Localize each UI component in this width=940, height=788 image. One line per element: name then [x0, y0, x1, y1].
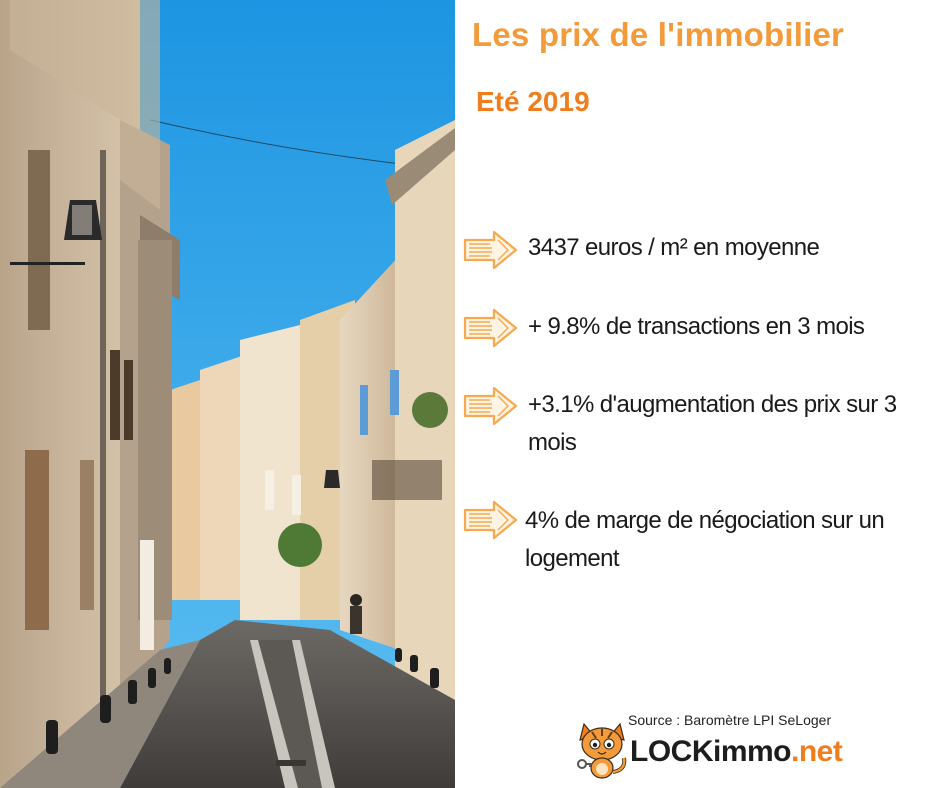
brand-wordmark: LOCKimmo.net: [630, 735, 843, 769]
arrow-right-icon: [463, 230, 518, 270]
arrow-right-icon: [463, 500, 518, 540]
brand-logo: LOCKimmo.net: [574, 716, 844, 780]
arrow-right-icon: [463, 386, 518, 426]
brand-main: LOCKimmo: [630, 735, 792, 768]
brand-tld: .net: [791, 735, 843, 768]
source-note: Source : Baromètre LPI SeLoger: [628, 712, 832, 728]
page-subtitle: Eté 2019: [476, 86, 590, 117]
street-photo: [0, 0, 455, 788]
fact-text: 3437 euros / m² en moyenne: [528, 234, 820, 261]
cat-mascot-icon: [577, 722, 627, 779]
arrow-right-icon: [463, 308, 518, 348]
page-title: Les prix de l'immobilier: [472, 16, 845, 53]
fact-text: +3.1% d'augmentation des prix sur 3 mois: [528, 391, 897, 456]
fact-text: 4% de marge de négociation sur un logeme…: [525, 507, 885, 572]
fact-text: + 9.8% de transactions en 3 mois: [528, 313, 865, 340]
